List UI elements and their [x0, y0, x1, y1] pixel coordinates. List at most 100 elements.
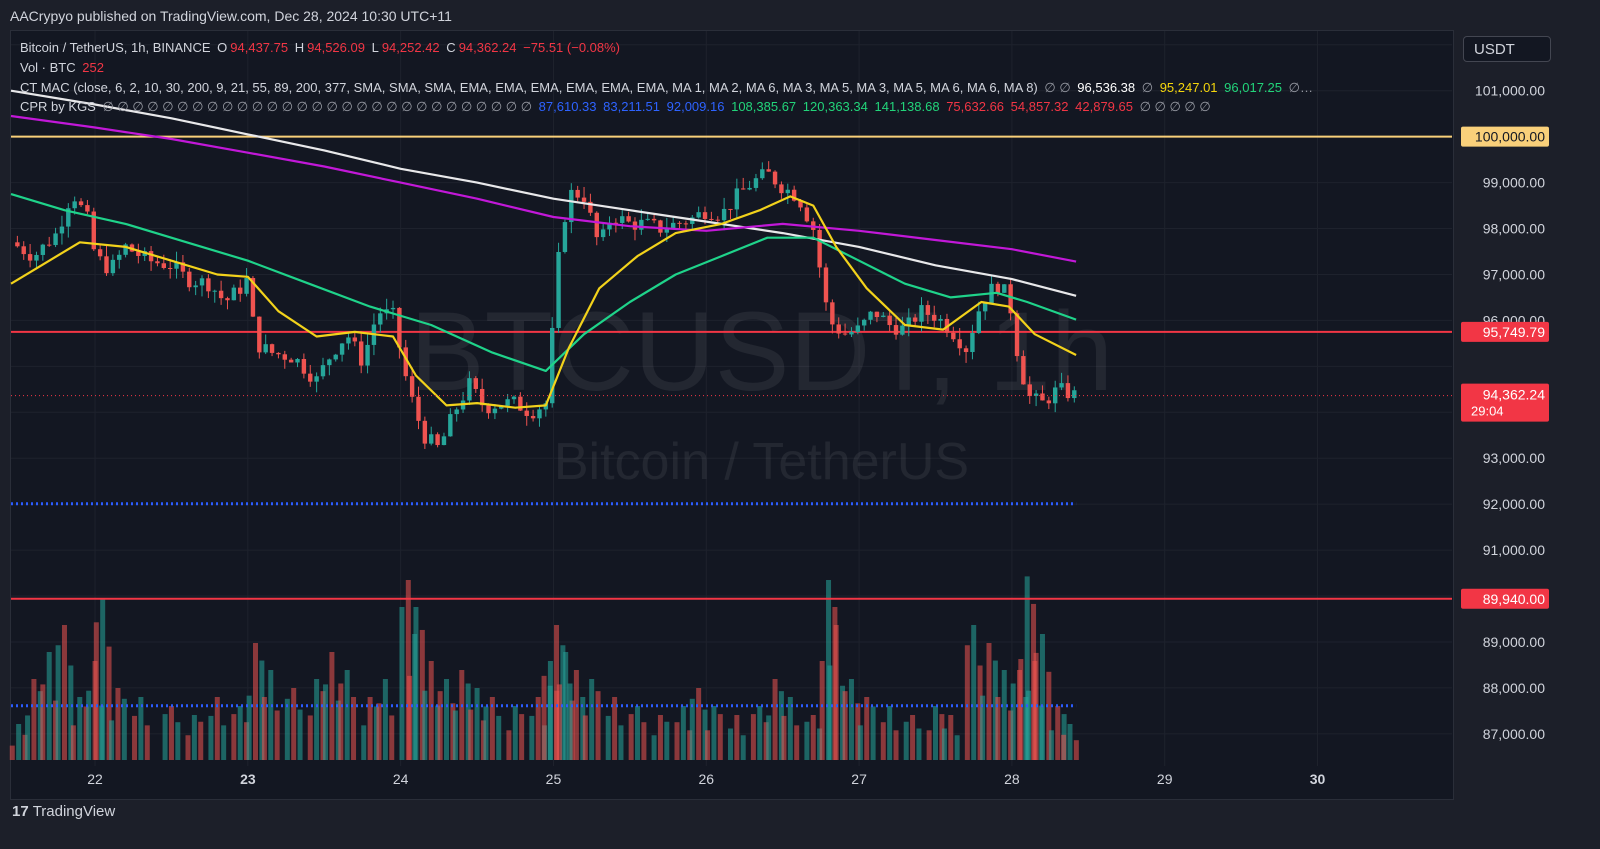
- volume-bar: [819, 661, 825, 760]
- volume-legend[interactable]: Vol · BTC 252: [20, 60, 107, 75]
- volume-label[interactable]: Vol · BTC: [20, 60, 76, 75]
- volume-bar: [817, 728, 823, 760]
- last-price-badge[interactable]: [1461, 383, 1549, 422]
- volume-bar: [307, 715, 313, 760]
- candle-body: [21, 246, 26, 255]
- volume-bar: [261, 697, 267, 760]
- candle-body: [626, 216, 631, 222]
- volume-bar: [274, 710, 280, 760]
- change-value: −75.51 (−0.08%): [523, 40, 621, 55]
- volume-bar: [589, 679, 595, 760]
- y-axis-tick-label: 93,000.00: [1483, 450, 1545, 466]
- candle-body: [836, 324, 841, 334]
- candle-body: [104, 256, 109, 274]
- volume-bar: [605, 715, 611, 760]
- volume-bar: [992, 660, 998, 760]
- cpr-value-2: 83,211.51: [603, 99, 660, 114]
- candle-body: [779, 184, 784, 194]
- candle-body: [454, 409, 459, 415]
- candle-body: [537, 409, 542, 419]
- volume-bar: [980, 695, 986, 760]
- volume-bar: [361, 725, 367, 760]
- ctmac-value-2: 95,247.01: [1159, 80, 1218, 95]
- volume-bar: [435, 705, 441, 760]
- volume-bar: [9, 745, 15, 760]
- volume-bar: [794, 725, 800, 760]
- cpr-value-4: 108,385.67: [731, 99, 797, 114]
- volume-bar: [344, 670, 350, 760]
- candle-body: [900, 325, 905, 335]
- volume-bar: [53, 700, 59, 760]
- candle-body: [314, 376, 319, 382]
- volume-bar: [855, 703, 861, 760]
- ctmac-label[interactable]: CT MAC (close, 6, 2, 10, 30, 200, 9, 21,…: [20, 80, 1038, 95]
- candle-body: [670, 222, 676, 230]
- cpr-label[interactable]: CPR by KGS: [20, 99, 96, 114]
- candle-body: [85, 205, 90, 212]
- candle-body: [524, 410, 529, 416]
- volume-bar: [556, 684, 562, 760]
- candle-body: [651, 218, 657, 221]
- currency-button[interactable]: USDT: [1463, 36, 1551, 62]
- candle-body: [429, 434, 434, 444]
- candle-body: [492, 408, 498, 414]
- candle-body: [912, 317, 918, 322]
- candle-body: [339, 343, 345, 355]
- candle-body: [804, 207, 810, 222]
- volume-bar: [162, 714, 168, 760]
- candle-body: [174, 262, 179, 269]
- price-level-badge[interactable]: [1461, 588, 1549, 609]
- candle-body: [72, 201, 77, 209]
- volume-bar: [338, 683, 344, 760]
- candle-body: [715, 219, 720, 221]
- volume-bar: [70, 725, 76, 760]
- candle-body: [982, 303, 988, 312]
- ctmac-legend[interactable]: CT MAC (close, 6, 2, 10, 30, 200, 9, 21,…: [20, 80, 1316, 96]
- candle-body: [581, 197, 587, 202]
- volume-bar: [474, 688, 480, 760]
- symbol-legend[interactable]: Bitcoin / TetherUS, 1h, BINANCE O 94,437.…: [20, 40, 623, 55]
- volume-bar: [535, 697, 541, 760]
- candle-body: [970, 333, 975, 353]
- volume-bar: [810, 715, 816, 760]
- volume-bar: [496, 715, 502, 760]
- candle-body: [276, 352, 281, 355]
- price-level-badge[interactable]: [1461, 126, 1549, 147]
- chart-pane[interactable]: [10, 30, 1454, 800]
- x-axis-tick-label: 25: [546, 771, 562, 787]
- open-label: O: [217, 40, 228, 55]
- cpr-legend[interactable]: CPR by KGS ∅ ∅ ∅ ∅ ∅ ∅ ∅ ∅ ∅ ∅ ∅ ∅ ∅ ∅ ∅…: [20, 99, 1214, 115]
- candle-body: [206, 278, 211, 292]
- volume-bar: [1024, 576, 1030, 760]
- candle-body: [766, 169, 771, 172]
- candle-body: [1072, 390, 1077, 399]
- candle-body: [1014, 313, 1020, 357]
- volume-bar: [1073, 740, 1079, 760]
- candle-body: [658, 220, 663, 233]
- symbol-title[interactable]: Bitcoin / TetherUS, 1h, BINANCE: [20, 40, 211, 55]
- volume-bar: [399, 607, 405, 760]
- candle-body: [874, 311, 880, 317]
- volume-bar: [106, 646, 112, 760]
- price-level-badge[interactable]: [1461, 321, 1549, 342]
- candle-body: [753, 178, 759, 188]
- x-axis-tick-label: 26: [698, 771, 714, 787]
- volume-bar: [413, 607, 419, 760]
- volume-bar: [168, 706, 174, 760]
- candle-body: [785, 189, 790, 194]
- volume-bar: [804, 721, 810, 760]
- candle-body: [479, 388, 485, 406]
- watermark-symbol: BTCUSDT, 1h: [410, 289, 1113, 414]
- volume-bar: [115, 688, 121, 760]
- candle-body: [957, 339, 962, 349]
- candle-body: [963, 348, 969, 353]
- price-level-badge-label: 89,940.00: [1483, 591, 1545, 607]
- candle-body: [600, 229, 606, 238]
- candle-body: [473, 378, 478, 389]
- candle-body: [34, 254, 39, 261]
- candle-body: [747, 187, 752, 190]
- footer-brand[interactable]: 17 TradingView: [12, 803, 115, 820]
- candle-body: [263, 344, 268, 353]
- candle-body: [91, 211, 96, 250]
